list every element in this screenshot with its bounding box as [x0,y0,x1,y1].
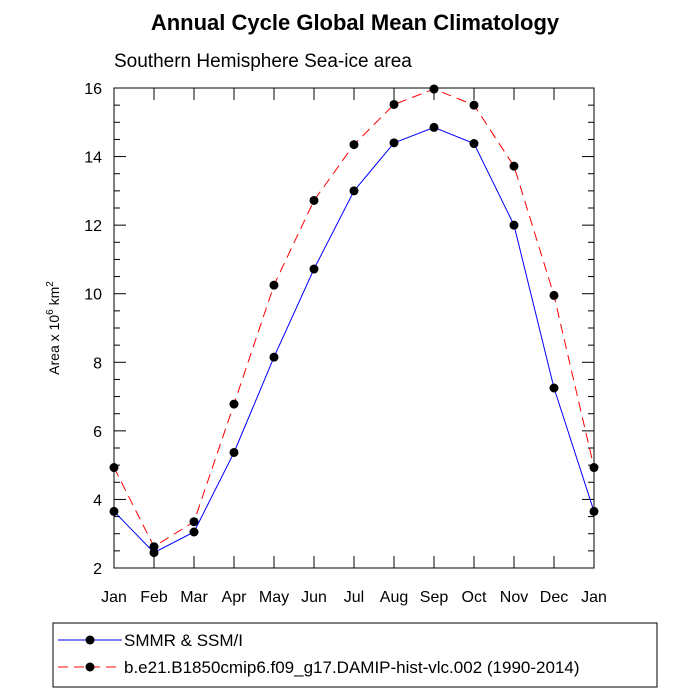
axis-ticks [113,87,595,569]
legend: SMMR & SSM/I b.e21.B1850cmip6.f09_g17.DA… [52,622,658,688]
series-0-point [389,138,399,148]
series-1-point [189,517,199,527]
x-tick-label: Jun [301,589,327,606]
legend-label-model: b.e21.B1850cmip6.f09_g17.DAMIP-hist-vlc.… [124,658,580,677]
series-0-point [429,122,439,132]
series-0-point [469,139,479,149]
series-1-point [349,140,359,150]
series-1-point [229,399,239,409]
y-tick-labels: 2 4 6 8 10 12 14 16 [84,81,102,578]
x-tick-label: Sep [420,589,449,606]
x-tick-label: Dec [540,589,568,606]
series-0-point [269,352,279,362]
x-tick-label: Jan [581,589,607,606]
x-tick-labels: Jan Feb Mar Apr May Jun Jul Aug Sep Oct Nov Dec Jan [101,589,607,606]
series-layer [109,84,599,558]
series-0-point [349,186,359,196]
legend-label-smmr: SMMR & SSM/I [124,631,243,650]
chart-title: Annual Cycle Global Mean Climatology [151,10,560,35]
x-tick-label: Apr [222,589,248,606]
x-tick-label: Aug [380,589,408,606]
y-tick-label: 16 [84,81,102,98]
y-tick-label: 14 [84,150,102,167]
series-0-point [229,447,239,457]
plot-frame [113,87,595,569]
series-1-point [389,99,399,109]
legend-marker-smmr [85,635,95,645]
series-1-point [469,100,479,110]
x-tick-label: Nov [500,589,528,606]
x-tick-label: Jan [101,589,127,606]
series-1-point [509,161,519,171]
legend-box [52,622,658,688]
series-1-point [309,195,319,205]
y-tick-label: 4 [93,492,102,509]
legend-marker-model [85,662,95,672]
series-1-point [269,280,279,290]
x-tick-label: Jul [344,589,364,606]
y-tick-label: 10 [84,287,102,304]
series-1-point [149,542,159,552]
series-0-point [509,220,519,230]
x-tick-label: Feb [140,589,168,606]
series-1-point [549,290,559,300]
series-0-point [189,527,199,537]
series-0-point [549,383,559,393]
y-tick-label: 2 [93,561,102,578]
y-tick-label: 12 [84,218,102,235]
chart-subtitle: Southern Hemisphere Sea-ice area [114,51,412,72]
series-0-point [309,264,319,274]
series-line-1 [113,88,595,548]
y-tick-label: 6 [93,424,102,441]
series-1-point [429,84,439,94]
x-tick-label: May [259,589,289,606]
x-tick-label: Mar [180,589,208,606]
y-tick-label: 8 [93,355,102,372]
y-axis-label: Area x 106 km2 [45,281,62,375]
x-tick-label: Oct [462,589,487,606]
